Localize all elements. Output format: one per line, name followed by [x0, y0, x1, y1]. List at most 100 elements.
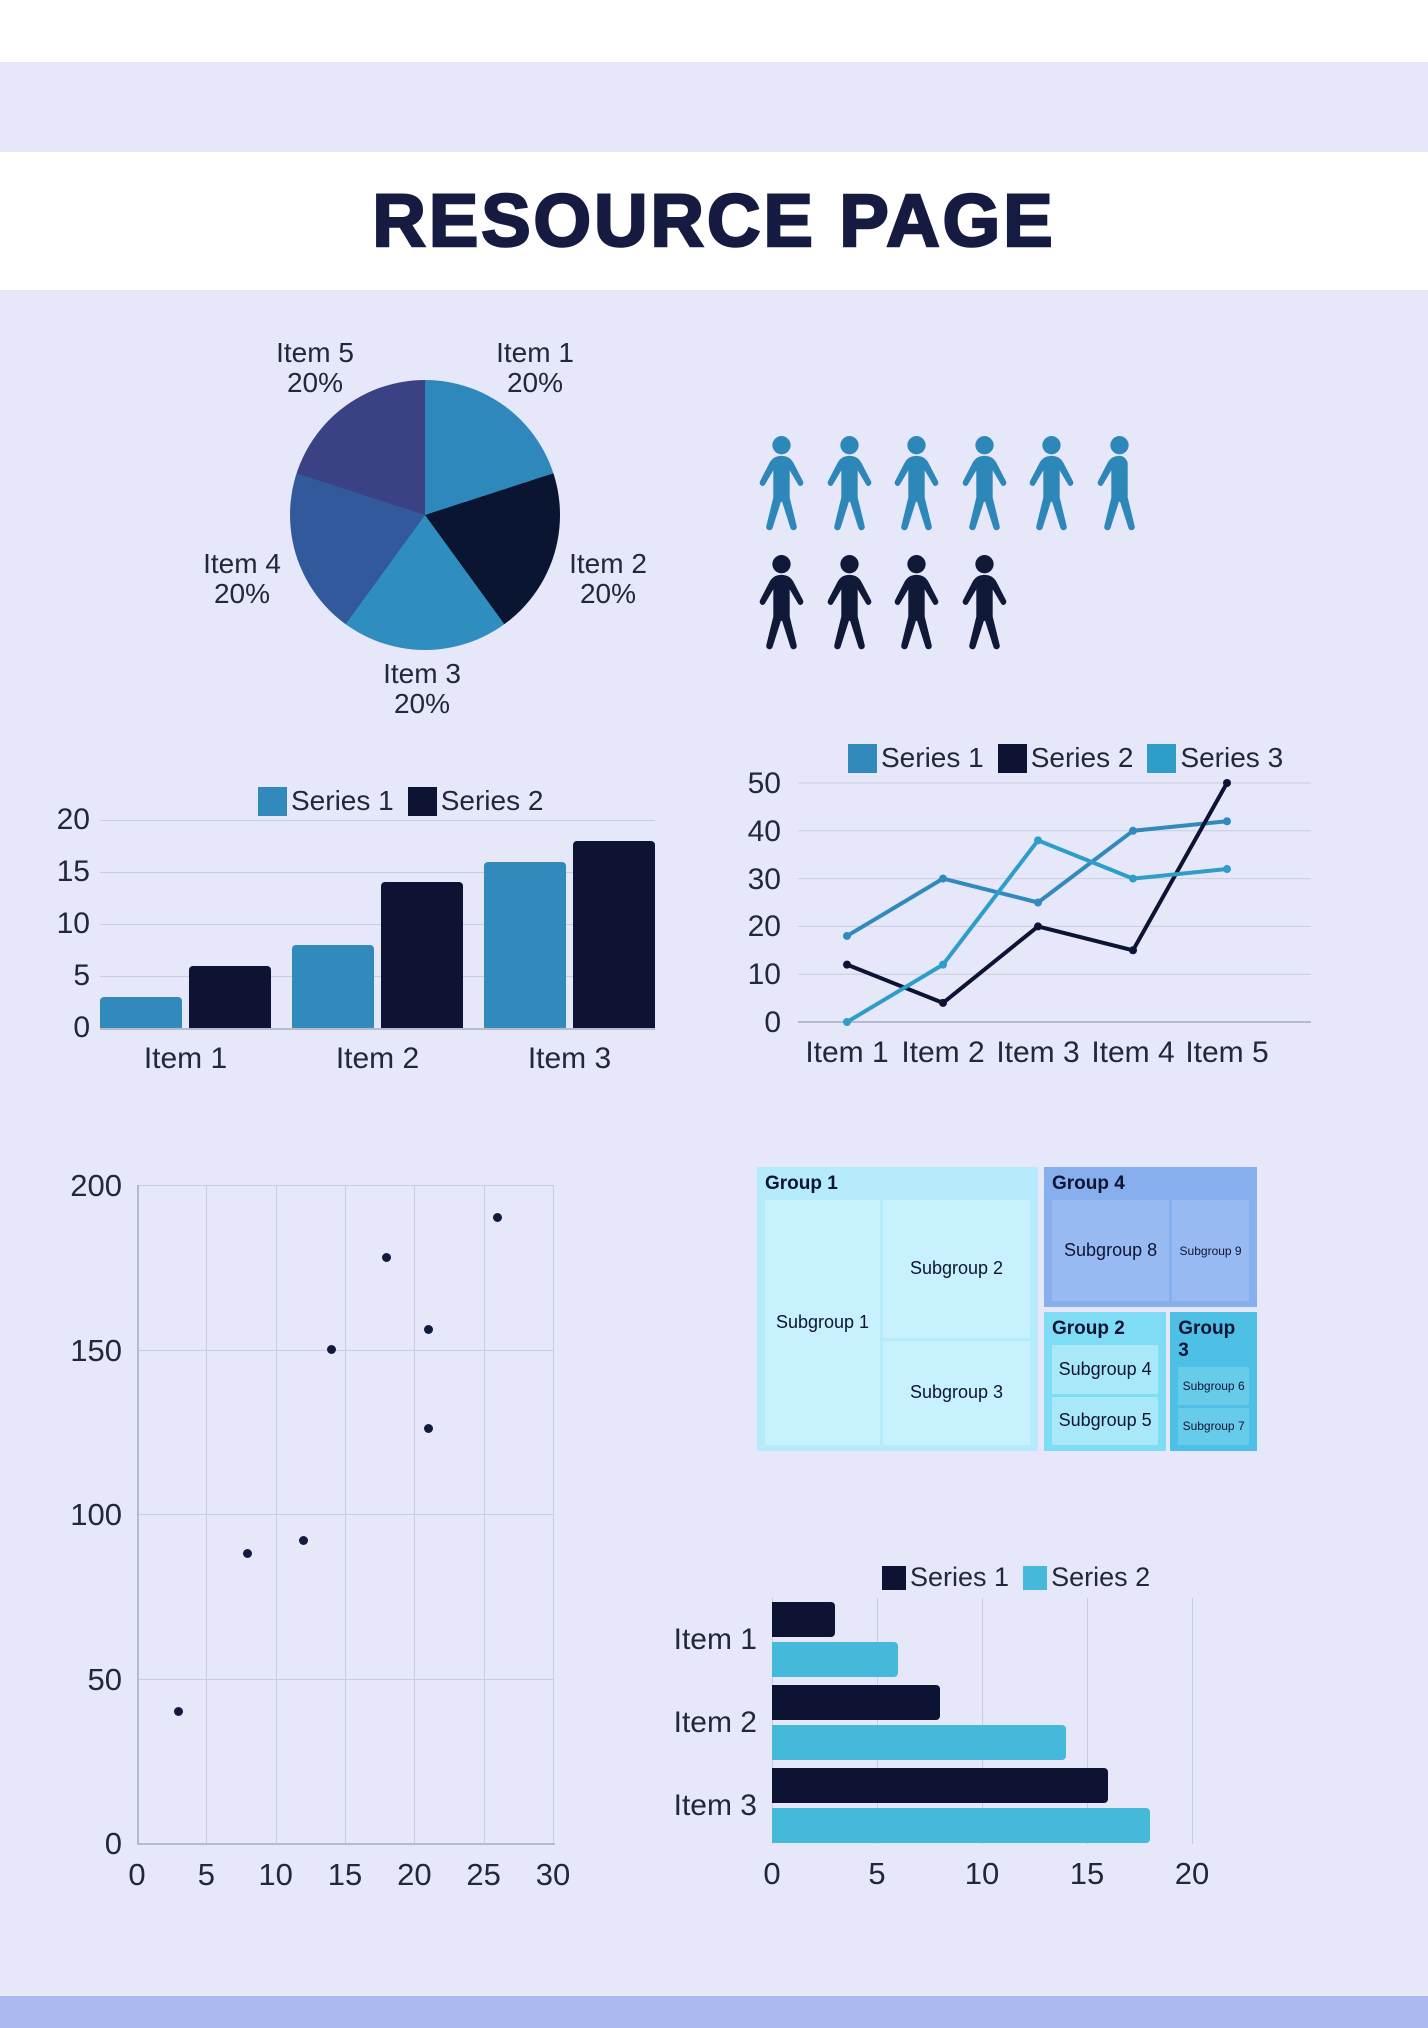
legend-swatch-series-3 — [1147, 743, 1177, 773]
pie-label-item-5-value: 20% — [286, 367, 344, 398]
treemap-cell-label: Subgroup 6 — [1182, 1378, 1245, 1393]
scatter-dot — [493, 1213, 503, 1223]
legend-swatch-series-1 — [258, 786, 287, 816]
person-icon — [953, 427, 1021, 549]
bar-group — [292, 820, 463, 1028]
legend-swatch-series-2 — [1023, 1565, 1048, 1590]
line-point — [939, 998, 947, 1007]
treemap-cell-subgroup-7: Subgroup 7 — [1178, 1407, 1249, 1445]
bar-group — [484, 820, 655, 1028]
bar-gridline — [100, 820, 655, 821]
bar-gridline — [100, 872, 655, 873]
hbar-x-tick-label: 5 — [868, 1856, 886, 1891]
treemap-cell-label: Subgroup 2 — [909, 1258, 1004, 1279]
scatter-x-tick-label: 15 — [327, 1857, 363, 1892]
scatter-y-tick-label: 50 — [87, 1661, 122, 1697]
legend-swatch-series-1 — [882, 1565, 906, 1590]
legend-swatch-series-2 — [407, 786, 437, 816]
treemap-group-4-label: Group 4 — [1052, 1173, 1125, 1194]
scatter-gridline — [553, 1185, 554, 1843]
treemap-group-2: Group 2 Subgroup 4 Subgroup 5 — [1044, 1312, 1167, 1451]
line-point — [939, 874, 947, 883]
hbar-gridline — [877, 1598, 878, 1844]
line-point — [843, 1018, 851, 1026]
treemap-group-2-label: Group 2 — [1052, 1318, 1125, 1339]
treemap-chart: Group 1 Subgroup 1 Subgroup 2 Subgroup 3… — [757, 1167, 1257, 1451]
scatter-dot — [326, 1345, 336, 1354]
hbar-x-tick-label: 0 — [763, 1856, 781, 1891]
line-point — [1034, 898, 1042, 907]
line-series — [846, 782, 1229, 1005]
bar — [772, 1602, 835, 1637]
scatter-x-tick-label: 20 — [397, 1857, 432, 1892]
bar-y-tick-label: 5 — [73, 959, 90, 992]
line-point — [1223, 779, 1231, 787]
bar-x-tick-label: Item 1 — [143, 1042, 228, 1075]
treemap-group-3: Group 3 Subgroup 6 Subgroup 7 — [1170, 1312, 1257, 1451]
bar — [292, 944, 374, 1028]
line-chart-legend: Series 1 Series 2 Series 3 — [848, 742, 1297, 774]
treemap-cell-subgroup-3: Subgroup 3 — [883, 1340, 1030, 1445]
person-icon — [750, 546, 818, 668]
legend-entry: Series 2 — [407, 785, 543, 817]
line-point — [1129, 946, 1137, 955]
pie-label-item-3-name: Item 3 — [383, 658, 461, 689]
treemap-group-1-label: Group 1 — [765, 1173, 838, 1194]
pie-label-item-1: Item 1 20% — [465, 338, 605, 398]
pie-label-item-1-value: 20% — [506, 367, 564, 398]
hbar-gridline — [982, 1598, 983, 1844]
treemap-cell-label: Subgroup 5 — [1058, 1410, 1152, 1431]
scatter-gridline — [137, 1514, 553, 1515]
scatter-gridline — [137, 1349, 553, 1351]
person-icon — [818, 546, 886, 668]
scatter-dot — [298, 1535, 308, 1545]
treemap-group-1: Group 1 Subgroup 1 Subgroup 2 Subgroup 3 — [757, 1167, 1038, 1451]
line-chart-svg — [798, 779, 1311, 1026]
bar — [772, 1685, 940, 1720]
main-background — [0, 290, 1428, 1996]
bar-baseline — [100, 1028, 655, 1030]
bar — [100, 996, 182, 1028]
scatter-y-tick-label: 0 — [104, 1826, 122, 1861]
scatter-dot — [243, 1548, 253, 1558]
pie-label-item-4-value: 20% — [213, 578, 271, 609]
hbar-gridline — [1087, 1598, 1088, 1844]
bar — [772, 1725, 1066, 1760]
pie-label-item-3: Item 3 20% — [352, 659, 492, 719]
pie-label-item-5: Item 5 20% — [245, 338, 385, 398]
pie-label-item-2-name: Item 2 — [569, 548, 647, 579]
hbar-x-tick-label: 10 — [964, 1856, 1000, 1891]
treemap-cell-label: Subgroup 7 — [1182, 1419, 1245, 1434]
legend-entry: Series 2 — [997, 742, 1134, 774]
person-icon — [885, 546, 953, 668]
bar-gridline — [100, 976, 655, 977]
bar-y-tick-label: 15 — [56, 855, 90, 888]
person-icon — [1020, 427, 1088, 549]
partial-person-icon — [1088, 427, 1151, 549]
legend-entry: Series 1 — [882, 1562, 1009, 1593]
legend-entry: Series 1 — [848, 742, 984, 774]
scatter-x-axis — [137, 1843, 555, 1845]
treemap-group-4: Group 4 Subgroup 8 Subgroup 9 — [1044, 1167, 1257, 1307]
pictogram-row-1 — [750, 427, 1151, 549]
treemap-cell-label: Subgroup 3 — [909, 1382, 1004, 1403]
scatter-dot — [174, 1706, 184, 1716]
treemap-cell-label: Subgroup 8 — [1064, 1240, 1158, 1260]
bar-y-tick-label: 20 — [56, 803, 90, 836]
hbar-item-label: Item 3 — [673, 1789, 757, 1822]
line-point — [1223, 865, 1231, 874]
treemap-cell-subgroup-2: Subgroup 2 — [883, 1200, 1030, 1338]
pictogram-row-2 — [750, 546, 1020, 668]
line-x-tick-label: Item 1 — [805, 1036, 889, 1069]
line-y-tick-label: 40 — [747, 814, 781, 848]
person-icon — [750, 427, 818, 549]
treemap-cell-subgroup-9: Subgroup 9 — [1172, 1200, 1249, 1301]
legend-swatch-series-1 — [848, 743, 877, 773]
legend-label-series-2: Series 2 — [1030, 742, 1134, 773]
person-icon — [885, 427, 953, 549]
scatter-dot — [423, 1325, 433, 1335]
bar — [189, 965, 271, 1028]
page-title: RESOURCE PAGE — [371, 177, 1056, 263]
line-x-tick-label: Item 4 — [1091, 1036, 1175, 1069]
